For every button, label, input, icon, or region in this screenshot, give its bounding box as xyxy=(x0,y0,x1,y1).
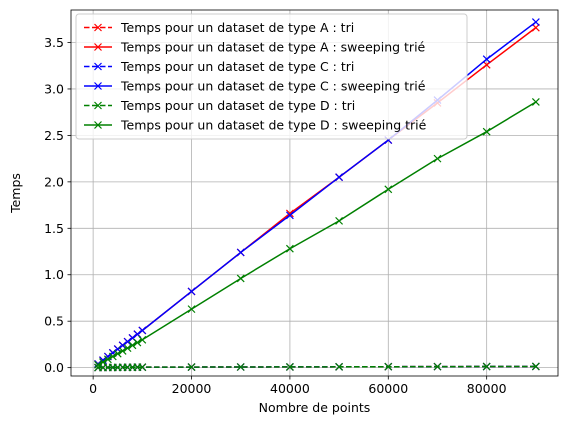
data-point xyxy=(113,349,122,358)
data-point xyxy=(236,248,245,257)
data-point xyxy=(531,362,540,371)
legend-marker xyxy=(94,23,102,32)
plot-frame xyxy=(70,9,559,377)
data-point xyxy=(99,358,107,366)
data-point xyxy=(285,211,294,220)
data-point xyxy=(482,362,491,371)
data-point xyxy=(531,18,540,27)
data-point xyxy=(123,344,132,353)
legend-item: Temps pour un dataset de type D : tri xyxy=(84,98,355,113)
legend-marker xyxy=(94,101,102,110)
y-tick-label: 1.0 xyxy=(44,267,64,282)
data-point xyxy=(94,359,102,368)
data-point xyxy=(335,216,344,225)
series-line xyxy=(98,365,536,369)
data-point xyxy=(433,362,442,371)
data-point xyxy=(138,363,147,372)
y-tick-label: 2.0 xyxy=(44,174,64,189)
data-point xyxy=(128,341,137,350)
y-tick-label: 0.5 xyxy=(44,314,64,329)
x-axis-label: Nombre de points xyxy=(259,400,371,415)
legend-label: Temps pour un dataset de type A : sweepi… xyxy=(120,40,426,55)
series-6 xyxy=(94,98,540,369)
x-tick-label: 80000 xyxy=(467,381,507,396)
data-point xyxy=(236,274,245,283)
data-point xyxy=(138,335,147,344)
data-point xyxy=(138,326,147,335)
legend-marker xyxy=(94,121,102,129)
data-point xyxy=(118,341,127,350)
data-point xyxy=(433,154,442,163)
legend-marker xyxy=(94,82,102,90)
series-layer xyxy=(94,18,540,372)
legend-label: Temps pour un dataset de type A : tri xyxy=(120,20,354,35)
legend-box xyxy=(75,13,468,140)
data-point xyxy=(187,363,196,372)
data-point xyxy=(187,287,196,296)
data-point xyxy=(531,23,540,32)
data-point xyxy=(285,362,294,371)
legend: Temps pour un dataset de type A : tri Tem… xyxy=(75,13,468,140)
data-point xyxy=(384,185,393,194)
data-point xyxy=(285,209,294,218)
legend-item: Temps pour un dataset de type C : sweepi… xyxy=(84,79,426,94)
legend-label: Temps pour un dataset de type D : tri xyxy=(120,98,355,113)
legend-item: Temps pour un dataset de type A : sweepi… xyxy=(84,40,426,55)
y-tick-label: 1.5 xyxy=(44,221,64,236)
data-point xyxy=(482,60,491,69)
legend-label: Temps pour un dataset de type D : sweepi… xyxy=(120,118,427,133)
data-point xyxy=(133,338,142,347)
data-point xyxy=(108,352,117,361)
data-point xyxy=(118,346,127,355)
data-point xyxy=(285,244,294,253)
legend-item: Temps pour un dataset de type D : sweepi… xyxy=(84,118,427,133)
legend-item: Temps pour un dataset de type A : tri xyxy=(84,20,354,35)
data-point xyxy=(531,98,540,106)
data-point xyxy=(94,360,102,369)
data-point xyxy=(123,337,132,346)
series-5 xyxy=(94,362,540,372)
data-point xyxy=(236,363,245,371)
data-point xyxy=(384,362,393,371)
y-tick-label: 3.5 xyxy=(44,35,64,50)
legend-marker xyxy=(94,43,102,51)
y-tick-label: 2.5 xyxy=(44,128,64,143)
legend-label: Temps pour un dataset de type C : tri xyxy=(120,59,354,74)
x-tick-label: 20000 xyxy=(172,381,212,396)
x-tick-label: 40000 xyxy=(270,381,310,396)
x-tick-label: 0 xyxy=(89,381,97,396)
ticks: 0 20000 40000 60000 80000 0.0 0.5 1.0 1.5 2.0 2.5 3… xyxy=(44,35,506,396)
data-point xyxy=(335,362,344,371)
data-point xyxy=(482,127,491,136)
data-point xyxy=(482,55,491,64)
data-point xyxy=(187,305,196,314)
data-point xyxy=(335,173,344,182)
legend-item: Temps pour un dataset de type C : tri xyxy=(84,59,354,74)
legend-label: Temps pour un dataset de type C : sweepi… xyxy=(120,79,426,94)
data-point xyxy=(103,355,112,364)
x-tick-label: 60000 xyxy=(368,381,408,396)
y-axis-label: Temps xyxy=(8,173,23,214)
y-tick-label: 3.0 xyxy=(44,81,64,96)
y-tick-label: 0.0 xyxy=(44,360,64,375)
legend-marker xyxy=(94,62,102,71)
